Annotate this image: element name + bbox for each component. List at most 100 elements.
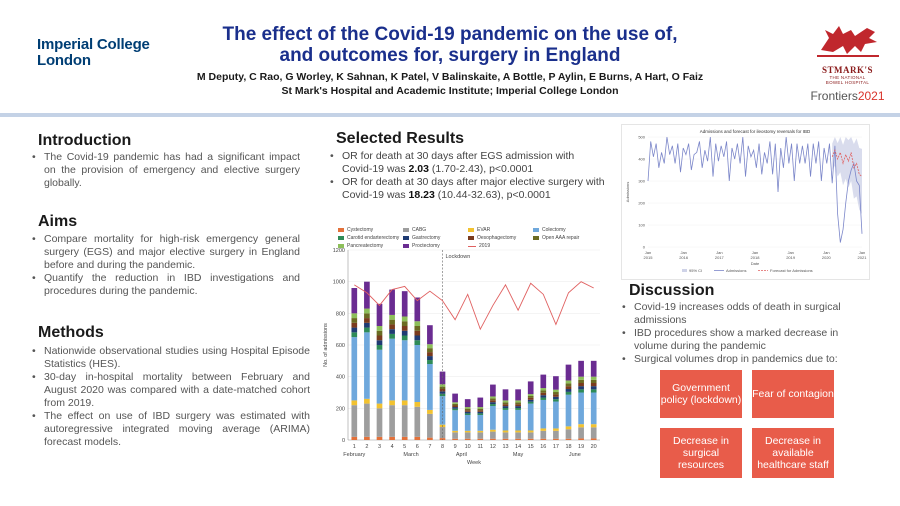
bar-segment <box>527 395 534 398</box>
bar-segment <box>540 392 547 396</box>
authors: M Deputy, C Rao, G Worley, K Sahnan, K P… <box>196 71 704 83</box>
x-tick-label: 3 <box>378 444 381 450</box>
bar-segment <box>553 389 559 393</box>
bar-segment <box>464 438 471 440</box>
bar-segment <box>364 327 370 333</box>
affiliation: St Mark's Hospital and Academic Institut… <box>281 85 619 97</box>
x-tick-label: 2019 <box>786 255 796 260</box>
bar-segment <box>427 344 433 349</box>
bar-segment <box>540 374 547 389</box>
legend-ci-swatch <box>682 269 687 272</box>
bar-segment <box>427 364 433 410</box>
x-tick-label: 2 <box>365 444 368 450</box>
bar-segment <box>515 408 521 410</box>
bar-segment <box>553 430 559 439</box>
discussion-bullet: Covid-19 increases odds of death in surg… <box>620 301 875 327</box>
bar-segment <box>540 390 547 393</box>
bar-segment <box>414 335 421 341</box>
bar-segment <box>477 410 484 412</box>
introduction-bullet: The Covid-19 pandemic has had a signific… <box>30 151 300 190</box>
y-tick-label: 400 <box>336 375 345 381</box>
y-axis-label: No. of admissions <box>323 323 329 367</box>
bar-segment <box>590 427 597 439</box>
bar-segment <box>376 349 383 404</box>
month-label: May <box>513 452 524 458</box>
bar-segment <box>427 348 433 353</box>
legend-ci-label: 95% CI <box>689 268 702 273</box>
bar-segment <box>389 400 395 406</box>
bar-segment <box>364 398 370 404</box>
aims-bullet: Quantify the reduction in IBD investigat… <box>30 272 300 298</box>
bar-segment <box>439 396 446 425</box>
bar-segment <box>376 436 383 440</box>
results-b2-or: 18.23 <box>408 189 435 201</box>
methods-text: Nationwide observational studies using H… <box>30 345 310 449</box>
bar-segment <box>389 324 395 330</box>
x-tick-label: 2017 <box>715 255 725 260</box>
arima-forecast-chart: Admissions and forecast for ileostomy re… <box>621 124 870 280</box>
discussion-bullet: Surgical volumes drop in pandemics due t… <box>620 353 875 366</box>
bar-segment <box>578 392 584 425</box>
hospital-name: STMARK'S <box>821 65 873 75</box>
bar-segment <box>364 436 370 440</box>
bar-segment <box>452 410 458 431</box>
bar-segment <box>527 401 534 404</box>
legend-item: Proctectomy <box>403 243 468 249</box>
x-tick-label: 10 <box>465 444 471 450</box>
reasons-grid: Government policy (lockdown) Fear of con… <box>660 370 860 480</box>
bar-segment <box>389 319 395 325</box>
bar-segment <box>490 405 496 430</box>
bar-segment <box>427 356 433 361</box>
discussion-bullet: IBD procedures show a marked decrease in… <box>620 327 875 353</box>
legend-item: Cystectomy <box>338 227 403 233</box>
bar-segment <box>502 432 509 439</box>
y-axis-label: Admissions <box>625 182 630 202</box>
imperial-logo-line2: London <box>37 52 91 69</box>
bar-segment <box>590 438 597 440</box>
bar-segment <box>578 427 584 439</box>
x-tick-label: 15 <box>528 444 534 450</box>
bar-segment <box>553 428 559 431</box>
bar-segment <box>464 411 471 414</box>
bar-segment <box>565 438 572 440</box>
bar-segment <box>401 291 408 317</box>
bar-segment <box>414 436 421 440</box>
x-tick-label: 16 <box>540 444 546 450</box>
bar-segment <box>389 289 395 315</box>
reason-box-resources: Decrease in surgical resources <box>660 428 742 478</box>
bar-segment <box>578 438 584 440</box>
arima-title: Admissions and forecast for ileostomy re… <box>700 129 811 134</box>
reference-2019-line <box>354 281 594 331</box>
bar-segment <box>565 394 572 427</box>
x-tick-label: 12 <box>490 444 496 450</box>
bar-segment <box>527 438 534 440</box>
bar-segment <box>502 408 509 410</box>
bar-segment <box>477 411 484 414</box>
bar-segment <box>565 389 572 392</box>
bar-segment <box>540 397 547 400</box>
bar-segment <box>590 424 597 428</box>
x-tick-label: 17 <box>553 444 559 450</box>
dragon-icon <box>816 26 879 57</box>
weekly-admissions-chart: 0 200 400 600 800 1000 1200 No. of admissions 1 2… <box>318 222 608 467</box>
aims-bullet: Compare mortality for high-risk emergenc… <box>30 233 300 272</box>
bar-segment <box>376 340 383 345</box>
bar-segment <box>477 407 484 409</box>
bar-segment <box>553 438 559 440</box>
bar-segment <box>464 410 471 412</box>
bar-segment <box>401 326 408 331</box>
bar-segment <box>389 314 395 320</box>
bar-segment <box>565 386 572 390</box>
bar-segment <box>389 405 395 437</box>
y-tick-label: 100 <box>638 223 645 228</box>
results-text: OR for death at 30 days after EGS admiss… <box>328 150 606 202</box>
bar-segment <box>515 432 521 439</box>
results-b2-post: (10.44-32.63), p<0.0001 <box>434 189 551 201</box>
x-tick-label: Jan <box>645 250 651 255</box>
admissions-line <box>647 136 863 243</box>
bar-segment <box>540 430 547 439</box>
bar-segment <box>364 281 370 309</box>
bar-segment <box>565 429 572 439</box>
frontiers-year: 2021 <box>857 89 885 103</box>
bar-segment <box>464 430 471 433</box>
